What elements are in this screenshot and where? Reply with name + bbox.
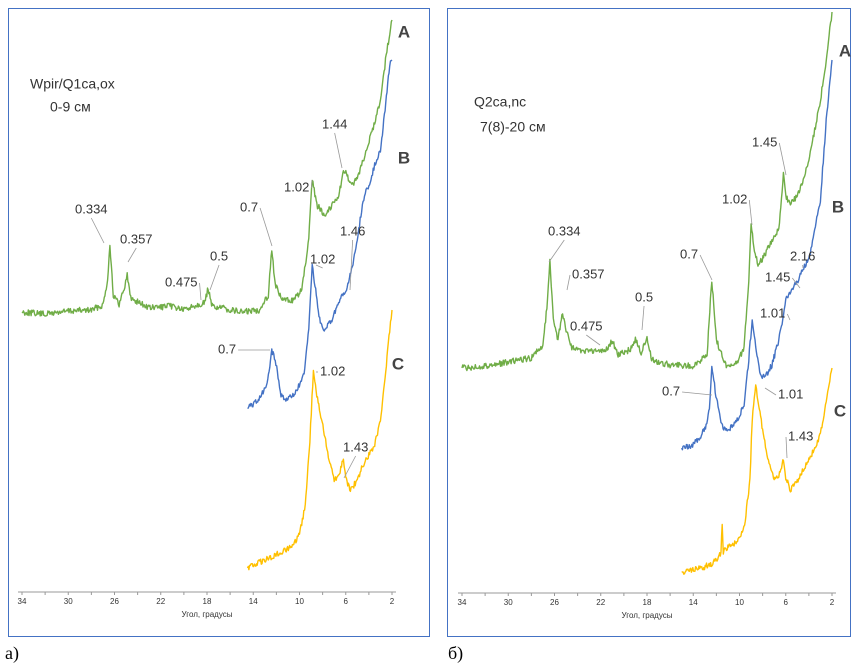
leader-line bbox=[586, 334, 601, 346]
diffractogram-curve bbox=[247, 59, 393, 409]
curve-letter: A bbox=[398, 22, 410, 41]
peak-label: 1.02 bbox=[722, 191, 747, 206]
peak-label: 0.5 bbox=[210, 248, 228, 263]
panel-frame bbox=[447, 8, 851, 637]
peak-label: 0.475 bbox=[165, 274, 198, 289]
peak-label: 0.475 bbox=[570, 318, 603, 333]
leader-line bbox=[682, 391, 713, 396]
peak-label: 1.02 bbox=[320, 363, 345, 378]
peak-label: 1.45 bbox=[752, 134, 777, 149]
sample-label: Q2ca,nc bbox=[474, 94, 526, 110]
x-tick-label: 14 bbox=[689, 598, 698, 607]
x-tick-label: 26 bbox=[110, 597, 119, 606]
peak-label: 0.357 bbox=[120, 231, 153, 246]
curve-letter: B bbox=[832, 197, 844, 216]
leader-line bbox=[209, 264, 220, 291]
peak-label: 1.45 bbox=[765, 269, 790, 284]
leader-line bbox=[791, 277, 801, 289]
peak-label: 1.01 bbox=[760, 305, 785, 320]
leader-line bbox=[778, 142, 787, 176]
leader-line bbox=[785, 436, 788, 459]
diffractogram-curve bbox=[21, 19, 393, 317]
peak-label: 1.43 bbox=[788, 428, 813, 443]
curve-letter: B bbox=[398, 148, 410, 167]
x-tick-label: 2 bbox=[830, 598, 835, 607]
x-tick-label: 30 bbox=[504, 598, 513, 607]
curve-letter: C bbox=[834, 401, 846, 420]
sample-label: 7(8)-20 см bbox=[480, 119, 546, 135]
leader-line bbox=[315, 264, 323, 269]
peak-label: 0.334 bbox=[548, 223, 581, 238]
leader-line bbox=[548, 239, 565, 263]
peak-label: 0.334 bbox=[75, 201, 108, 216]
sample-label: Wpir/Q1ca,ox bbox=[30, 76, 115, 92]
leader-line bbox=[699, 254, 713, 281]
leader-line bbox=[343, 455, 357, 479]
peak-label: 1.02 bbox=[284, 179, 309, 194]
diffractogram-curve bbox=[681, 367, 833, 575]
x-tick-label: 6 bbox=[344, 597, 349, 606]
leader-line bbox=[748, 199, 753, 226]
peak-label: 0.5 bbox=[635, 289, 653, 304]
leader-line bbox=[786, 313, 791, 321]
x-tick-label: 6 bbox=[784, 598, 789, 607]
leader-line bbox=[334, 132, 343, 169]
peak-label: 0.7 bbox=[680, 246, 698, 261]
x-tick-label: 10 bbox=[735, 598, 744, 607]
panel-caption: б) bbox=[448, 643, 463, 664]
leader-line bbox=[641, 305, 645, 331]
x-tick-label: 30 bbox=[64, 597, 73, 606]
peak-label: 0.7 bbox=[662, 383, 680, 398]
peak-label: 1.44 bbox=[322, 116, 347, 131]
leader-line bbox=[566, 274, 571, 291]
peak-label: 1.43 bbox=[343, 439, 368, 454]
x-tick-label: 34 bbox=[18, 597, 27, 606]
panel-caption: а) bbox=[5, 643, 19, 664]
diffractogram-curve bbox=[461, 11, 833, 372]
peak-label: 1.01 bbox=[778, 386, 803, 401]
leader-line bbox=[349, 239, 354, 291]
leader-line bbox=[127, 247, 137, 263]
sample-label: 0-9 см bbox=[50, 99, 91, 115]
leader-line bbox=[764, 387, 777, 396]
x-tick-label: 14 bbox=[249, 597, 258, 606]
leader-line bbox=[199, 282, 202, 301]
leader-line bbox=[90, 217, 105, 244]
diffractogram-curve bbox=[681, 59, 833, 451]
x-tick-label: 18 bbox=[643, 598, 652, 607]
x-tick-label: 26 bbox=[550, 598, 559, 607]
peak-label: 0.7 bbox=[240, 199, 258, 214]
leader-line bbox=[259, 207, 273, 247]
curve-letter: C bbox=[392, 354, 404, 373]
x-tick-label: 10 bbox=[295, 597, 304, 606]
peak-label: 0.7 bbox=[218, 341, 236, 356]
x-tick-label: 22 bbox=[156, 597, 165, 606]
leader-line bbox=[310, 179, 313, 189]
x-tick-label: 18 bbox=[203, 597, 212, 606]
peak-label: 1.02 bbox=[310, 251, 335, 266]
panel-frame bbox=[8, 8, 430, 637]
x-tick-label: 22 bbox=[596, 598, 605, 607]
peak-label: 0.357 bbox=[572, 266, 605, 281]
curve-letter: A bbox=[839, 41, 851, 60]
x-tick-label: 34 bbox=[458, 598, 467, 607]
peak-label: 2.16 bbox=[790, 248, 815, 263]
x-axis-title: Угол, градусы bbox=[182, 610, 233, 619]
peak-label: 1.46 bbox=[340, 223, 365, 238]
x-axis-title: Угол, градусы bbox=[622, 611, 673, 620]
x-tick-label: 2 bbox=[390, 597, 395, 606]
diffractogram-curve bbox=[246, 309, 393, 571]
